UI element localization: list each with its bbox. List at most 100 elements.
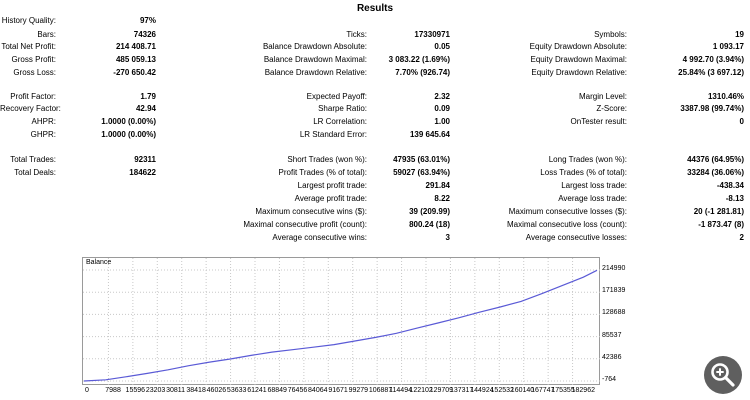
- stat-value: 2.32: [434, 92, 450, 101]
- x-tick-label: 114494: [389, 387, 412, 394]
- x-tick-label: 7988: [105, 387, 121, 394]
- stat-label: Gross Profit:: [11, 55, 56, 64]
- stat-label: Profit Factor:: [10, 92, 56, 101]
- y-tick-label: 214990: [602, 265, 626, 272]
- x-tick-label: 137317: [449, 387, 474, 394]
- stat-label: Symbols:: [594, 30, 627, 39]
- x-tick-label: 53633: [226, 387, 247, 394]
- stat-label: Maximum consecutive losses ($):: [508, 207, 627, 216]
- stat-value: 1.79: [140, 92, 156, 101]
- stat-label: Margin Level:: [578, 92, 627, 101]
- stat-label: Long Trades (won %):: [548, 155, 627, 164]
- x-tick-label: 160140: [510, 387, 535, 394]
- stat-value: 485 059.13: [115, 55, 156, 64]
- x-tick-label: 76456: [287, 387, 308, 394]
- stat-value: 17330971: [414, 30, 450, 39]
- y-tick-label: 171839: [602, 287, 626, 295]
- stat-value: 39 (209.99): [409, 207, 450, 216]
- x-tick-label: 167747: [531, 387, 555, 394]
- y-tick-label: 85537: [602, 331, 622, 339]
- stat-value: 42.94: [135, 104, 156, 113]
- x-tick-label: 99279: [348, 387, 369, 394]
- stat-label: Expected Payoff:: [306, 92, 367, 101]
- x-tick-label: 129709: [429, 387, 454, 394]
- stat-value: 20 (-1 281.81): [693, 207, 744, 216]
- stat-label: Average loss trade:: [558, 194, 627, 203]
- x-tick-label: 0: [85, 387, 89, 394]
- stat-label: Total Net Profit:: [1, 42, 56, 51]
- y-tick-label: -764: [602, 376, 617, 383]
- y-tick-label: 128688: [602, 309, 626, 317]
- stat-value: 800.24 (18): [409, 220, 450, 229]
- stat-value: 3 083.22 (1.69%): [388, 55, 450, 64]
- stat-label: History Quality:: [1, 16, 56, 25]
- stat-label: Average profit trade:: [294, 194, 367, 203]
- x-tick-label: 46026: [206, 387, 227, 394]
- stat-value: 1310.46%: [707, 92, 744, 101]
- stat-label: Loss Trades (% of total):: [540, 168, 627, 177]
- results-title: Results: [356, 3, 394, 14]
- stat-value: 291.84: [425, 181, 450, 190]
- stat-value: 139 645.64: [409, 130, 450, 139]
- x-tick-label: 122102: [409, 387, 433, 394]
- stat-label: Balance Drawdown Relative:: [264, 68, 367, 77]
- stat-label: Z-Score:: [596, 104, 627, 113]
- stat-label: OnTester result:: [570, 117, 627, 126]
- stat-value: -1 873.47 (8): [698, 220, 744, 229]
- x-tick-label: 182962: [571, 387, 595, 394]
- x-tick-label: 68849: [267, 387, 287, 394]
- x-tick-label: 152532: [490, 387, 514, 394]
- stat-label: Gross Loss:: [13, 68, 56, 77]
- x-tick-label: 106887: [368, 387, 393, 394]
- stat-label: LR Correlation:: [313, 117, 367, 126]
- stat-value: 1 093.17: [712, 42, 744, 51]
- stat-value: 59027 (63.94%): [393, 168, 450, 177]
- stat-value: 3387.98 (99.74%): [680, 104, 744, 113]
- y-tick-label: 42386: [602, 353, 622, 361]
- x-tick-label: 15596: [125, 387, 146, 394]
- stat-label: Recovery Factor:: [0, 104, 61, 113]
- stat-label: Average consecutive losses:: [525, 233, 627, 242]
- stat-value: 2: [739, 233, 744, 242]
- stat-value: 4 992.70 (3.94%): [682, 55, 744, 64]
- stat-value: 33284 (36.06%): [687, 168, 744, 177]
- stat-value: 7.70% (926.74): [395, 68, 450, 77]
- stat-label: GHPR:: [30, 130, 56, 139]
- stat-label: Balance Drawdown Maximal:: [263, 55, 367, 64]
- stat-label: Average consecutive wins:: [272, 233, 367, 242]
- stat-label: Total Trades:: [10, 155, 56, 164]
- stat-value: 0: [739, 117, 744, 126]
- stat-value: 8.22: [434, 194, 450, 203]
- stat-label: Ticks:: [346, 30, 367, 39]
- stat-value: -438.34: [716, 181, 744, 190]
- stat-label: Maximal consecutive profit (count):: [243, 220, 367, 229]
- stat-value: 1.0000 (0.00%): [101, 130, 156, 139]
- x-tick-label: 23203: [145, 387, 166, 394]
- x-tick-label: 144924: [470, 387, 494, 394]
- stat-label: AHPR:: [31, 117, 56, 126]
- stat-value: 74326: [133, 30, 156, 39]
- stat-value: 47935 (63.01%): [393, 155, 450, 164]
- stat-value: 97%: [139, 16, 156, 25]
- stat-value: 19: [735, 30, 744, 39]
- stat-label: Total Deals:: [14, 168, 56, 177]
- stat-value: 184622: [129, 168, 156, 177]
- stat-value: -270 650.42: [113, 68, 156, 77]
- balance-series-line: [83, 269, 598, 382]
- stat-label: Equity Drawdown Absolute:: [529, 42, 627, 51]
- stat-label: Bars:: [37, 30, 56, 39]
- stat-label: Equity Drawdown Relative:: [531, 68, 627, 77]
- stat-label: Short Trades (won %):: [287, 155, 367, 164]
- stat-label: Balance Drawdown Absolute:: [262, 42, 367, 51]
- balance-chart: Balance: [82, 257, 601, 386]
- stat-label: Largest loss trade:: [561, 181, 627, 190]
- chart-title: Balance: [86, 259, 112, 266]
- stat-value: -8.13: [725, 194, 744, 203]
- stat-value: 0.09: [434, 104, 450, 113]
- zoom-button[interactable]: [704, 356, 742, 394]
- stat-value: 3: [445, 233, 450, 242]
- stat-value: 214 408.71: [115, 42, 156, 51]
- x-tick-label: 175355: [551, 387, 575, 394]
- stat-label: Profit Trades (% of total):: [278, 168, 367, 177]
- stat-label: Maximal consecutive loss (count):: [506, 220, 627, 229]
